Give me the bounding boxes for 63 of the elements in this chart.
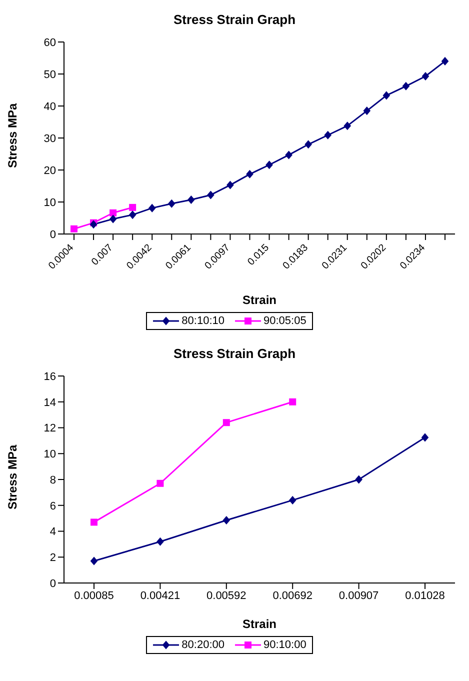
x-tick-label: 0.00085 bbox=[74, 590, 114, 602]
point bbox=[382, 91, 390, 100]
y-tick-label: 30 bbox=[44, 132, 56, 145]
y-tick-label: 12 bbox=[44, 422, 56, 435]
point bbox=[222, 419, 230, 426]
y-tick-label: 16 bbox=[44, 370, 56, 383]
point bbox=[156, 480, 164, 487]
point bbox=[304, 140, 312, 148]
point bbox=[422, 72, 429, 80]
y-tick-label: 6 bbox=[50, 500, 56, 512]
point bbox=[324, 131, 332, 140]
y-axis-title: Stress MPa bbox=[5, 444, 20, 510]
point bbox=[246, 170, 254, 178]
point bbox=[289, 496, 296, 504]
point bbox=[266, 160, 273, 169]
y-axis-title: Stress MPa bbox=[5, 102, 20, 168]
x-tick-label: 0.00907 bbox=[338, 590, 379, 602]
y-tick-label: 10 bbox=[44, 196, 56, 209]
point bbox=[110, 209, 117, 216]
point bbox=[156, 538, 164, 546]
x-axis-title: Strain bbox=[242, 617, 277, 631]
point bbox=[90, 557, 98, 566]
y-tick-label: 60 bbox=[44, 36, 56, 49]
point bbox=[110, 214, 117, 223]
y-tick-label: 10 bbox=[44, 448, 56, 461]
chart-title: Stress Strain Graph bbox=[172, 11, 297, 29]
point bbox=[90, 518, 98, 526]
y-tick-label: 8 bbox=[50, 474, 56, 486]
point bbox=[188, 196, 195, 204]
legend-label: 90:10:00 bbox=[262, 639, 306, 651]
point bbox=[129, 210, 136, 219]
point bbox=[363, 106, 370, 115]
point bbox=[129, 204, 136, 211]
point bbox=[442, 57, 448, 66]
point bbox=[355, 476, 362, 484]
x-tick-label: 0.00692 bbox=[272, 590, 312, 602]
y-tick-label: 0 bbox=[50, 228, 56, 241]
y-tick-label: 40 bbox=[44, 100, 56, 113]
chart-title: Stress Strain Graph bbox=[172, 345, 297, 363]
point bbox=[344, 122, 351, 130]
x-tick-label: 0.00592 bbox=[206, 590, 246, 602]
x-axis-title: Strain bbox=[242, 293, 277, 307]
point bbox=[148, 204, 156, 212]
point bbox=[70, 225, 78, 232]
legend-label: 80:10:10 bbox=[180, 315, 224, 327]
point bbox=[285, 150, 292, 159]
point bbox=[226, 181, 234, 190]
point bbox=[289, 398, 296, 406]
legend-label: 80:20:00 bbox=[180, 639, 224, 651]
point bbox=[207, 190, 214, 199]
x-tick-label: 0.01028 bbox=[405, 590, 445, 602]
y-tick-label: 14 bbox=[44, 396, 56, 409]
point bbox=[222, 516, 230, 524]
point bbox=[168, 200, 176, 208]
y-tick-label: 4 bbox=[50, 526, 56, 538]
point bbox=[422, 433, 428, 442]
legend-label: 90:05:05 bbox=[262, 315, 306, 327]
y-tick-label: 20 bbox=[44, 164, 56, 177]
y-tick-label: 0 bbox=[50, 578, 56, 590]
y-tick-label: 50 bbox=[44, 68, 56, 81]
point bbox=[402, 82, 410, 90]
y-tick-label: 2 bbox=[50, 552, 56, 564]
x-tick-label: 0.00421 bbox=[140, 590, 180, 602]
